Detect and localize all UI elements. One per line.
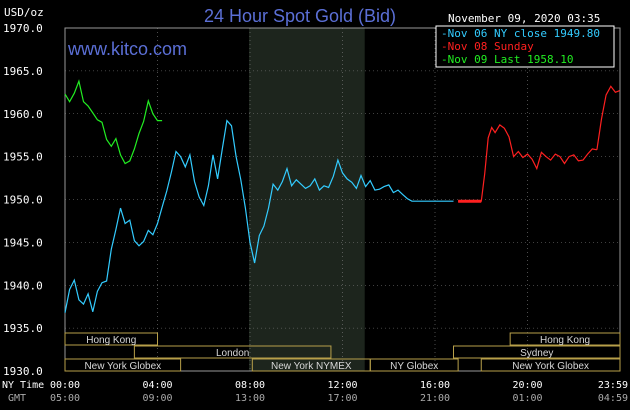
x-tick-label-gmt: 13:00 [235,393,265,404]
x-tick-label-ny: 04:00 [142,380,172,391]
session-bar [369,358,459,372]
y-tick-label: 1935.0 [3,322,43,335]
y-tick-label: 1940.0 [3,279,43,292]
x-tick-labels: 00:00 05:00 04:00 09:00 08:00 13:00 12:00 17:00… [50,380,628,404]
session-label: New York NYMEX [271,361,352,372]
chart-title: 24 Hour Spot Gold (Bid) [204,6,396,26]
session-label: Hong Kong [540,335,590,346]
legend-entry: -Nov 06 NY close 1949.80 [441,27,600,40]
y-tick-label: 1930.0 [3,365,43,378]
y-tick-label: 1960.0 [3,108,43,121]
x-tick-label-gmt: 04:59 [598,393,628,404]
series-line [458,124,598,202]
x-tick-label-gmt: 09:00 [142,393,172,404]
y-tick-label: 1970.0 [3,22,43,35]
x-tick-label-gmt: 17:00 [327,393,357,404]
ny-time-label: NY Time [2,380,44,391]
y-tick-labels: 1970.0 1965.0 1960.0 1955.0 1950.0 1945.0 1940… [3,22,43,378]
session-bar [64,358,182,372]
session-bar [133,345,332,359]
session-bar [64,332,158,346]
x-tick-label-ny: 08:00 [235,380,265,391]
timestamp: November 09, 2020 03:35 [448,12,600,25]
series-lines [64,79,621,313]
session-bars: Hong Kong Hong Kong London Sydney New York G… [64,332,621,372]
x-tick-label-ny: 20:00 [512,380,542,391]
y-tick-label: 1945.0 [3,236,43,249]
x-tick-label-ny: 12:00 [327,380,357,391]
series-line [64,119,454,313]
x-tick-label-gmt: 01:00 [512,393,542,404]
y-tick-label: 1965.0 [3,65,43,78]
x-tick-label-ny: 00:00 [50,380,80,391]
series-line [64,79,163,165]
session-label: New York Globex [512,361,589,372]
session-label: London [216,348,249,359]
series-line [596,85,621,150]
y-tick-label: 1955.0 [3,151,43,164]
x-tick-label-ny: 23:59 [598,380,628,391]
session-bar [509,332,621,346]
brand-link[interactable]: www.kitco.com [67,39,187,59]
legend-box [435,25,615,68]
x-tick-label-gmt: 21:00 [420,393,450,404]
session-label: Hong Kong [86,335,136,346]
session-label: New York Globex [84,361,161,372]
legend-entry: -Nov 08 Sunday [441,40,534,53]
legend-entry: -Nov 09 Last 1958.10 [441,53,573,66]
x-tick-label-ny: 16:00 [420,380,450,391]
session-label: NY Globex [390,361,438,372]
session-bar [453,345,621,359]
legend: -Nov 06 NY close 1949.80-Nov 08 Sunday-N… [435,25,615,68]
y-axis-label: USD/oz [4,6,44,19]
y-tick-label: 1950.0 [3,194,43,207]
highlight-band [249,28,365,371]
x-tick-label-gmt: 05:00 [50,393,80,404]
session-label: Sydney [520,348,553,359]
gmt-label: GMT [8,393,26,404]
session-bar [480,358,621,372]
